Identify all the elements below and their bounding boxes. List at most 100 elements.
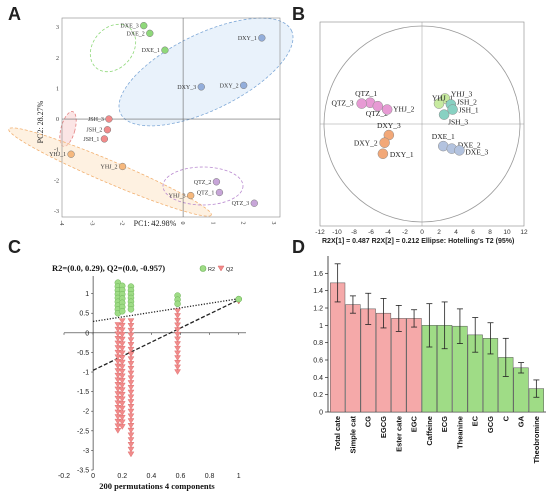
q2-point bbox=[127, 413, 135, 420]
data-point bbox=[250, 199, 258, 207]
q2-point bbox=[127, 356, 135, 363]
q2-point bbox=[127, 408, 135, 415]
q2-point bbox=[127, 346, 135, 353]
q2-point bbox=[127, 384, 135, 391]
bar bbox=[391, 318, 407, 413]
point-label: DXY_3 bbox=[377, 121, 401, 130]
q2-point bbox=[118, 322, 126, 329]
y-tick-label: 1.4 bbox=[313, 288, 323, 295]
y-tick-label: -0.5 bbox=[77, 350, 89, 357]
category-label: ECG bbox=[440, 416, 449, 432]
category-label: C bbox=[501, 415, 510, 421]
point-label: YHJ_2 bbox=[393, 105, 415, 114]
q2-point bbox=[118, 414, 126, 421]
y-tick-label: 1 bbox=[56, 86, 59, 92]
panel-letter-a: A bbox=[8, 4, 21, 24]
q2-point bbox=[127, 389, 135, 396]
hotelling-ellipse bbox=[323, 25, 521, 223]
r2-point bbox=[235, 295, 242, 303]
data-point bbox=[118, 162, 127, 171]
q2-point bbox=[127, 442, 135, 448]
q2-point bbox=[118, 368, 126, 375]
data-point bbox=[67, 150, 75, 158]
q2-point bbox=[174, 313, 181, 319]
q2-point bbox=[118, 364, 126, 370]
data-point bbox=[103, 126, 112, 134]
data-point bbox=[372, 100, 384, 112]
y-tick-label: 0 bbox=[319, 410, 323, 417]
q2-point bbox=[127, 423, 135, 429]
q2-point bbox=[118, 410, 126, 416]
axis-title-x: PC1: 42.98% bbox=[134, 219, 177, 228]
q2-point bbox=[118, 355, 126, 361]
q2-point bbox=[127, 327, 135, 334]
data-point bbox=[161, 46, 169, 54]
q2-point bbox=[127, 323, 135, 329]
point-label: DXY_1 bbox=[390, 150, 414, 159]
r2-point bbox=[127, 306, 135, 313]
q2-point bbox=[174, 336, 181, 343]
category-label: Ester cate bbox=[394, 416, 403, 452]
q2-point bbox=[118, 345, 126, 352]
point-label: QTZ_2 bbox=[194, 180, 212, 186]
data-point bbox=[377, 148, 389, 159]
x-tick-label: 2 bbox=[437, 229, 441, 236]
y-tick-label: 0.6 bbox=[313, 358, 323, 365]
q2-point bbox=[127, 432, 135, 439]
q2-point bbox=[127, 418, 135, 424]
q2-point bbox=[127, 342, 135, 348]
x-tick-label: -6 bbox=[368, 229, 374, 236]
legend-q2-label: Q2 bbox=[226, 267, 233, 273]
data-point bbox=[258, 34, 266, 42]
category-label: GA bbox=[517, 415, 526, 427]
y-tick-label: -1 bbox=[83, 370, 89, 377]
r2-point bbox=[174, 300, 181, 308]
q2-point bbox=[127, 370, 135, 377]
data-point bbox=[100, 135, 109, 143]
q2-point bbox=[118, 373, 126, 380]
q2-point bbox=[118, 405, 126, 412]
q2-point bbox=[174, 364, 181, 371]
panel-letter-b: B bbox=[292, 4, 305, 24]
q2-point bbox=[127, 446, 135, 453]
y-tick-label: -1 bbox=[54, 148, 59, 154]
group-ellipse-dxe bbox=[89, 23, 137, 73]
x-tick-label: -1 bbox=[149, 221, 155, 226]
x-tick-label: 6 bbox=[471, 229, 475, 236]
q2-point bbox=[127, 404, 135, 410]
q2-point bbox=[174, 359, 181, 366]
x-tick-label: 1 bbox=[209, 222, 215, 225]
point-label: DXY_3 bbox=[177, 85, 196, 91]
y-tick-label: 2 bbox=[56, 56, 59, 62]
q2-point bbox=[118, 332, 126, 338]
x-tick-label: -4 bbox=[385, 229, 391, 236]
point-label: YHJ_1 bbox=[49, 152, 66, 158]
x-tick-label: -2 bbox=[119, 221, 125, 226]
y-tick-label: 0 bbox=[56, 117, 59, 123]
x-tick-label: -10 bbox=[332, 229, 342, 236]
x-tick-label: 10 bbox=[503, 229, 511, 236]
point-label: DXE_2 bbox=[458, 141, 481, 150]
data-point bbox=[197, 83, 205, 91]
y-tick-label: 0.5 bbox=[79, 311, 89, 318]
q2-point bbox=[174, 350, 181, 357]
x-tick-label: 0.2 bbox=[117, 473, 127, 480]
x-tick-label: 0.6 bbox=[176, 473, 186, 480]
x-tick-label: 12 bbox=[520, 229, 528, 236]
legend-r2-label: R2 bbox=[208, 267, 215, 273]
q2-point bbox=[118, 341, 126, 347]
point-label: DXE_1 bbox=[142, 48, 160, 54]
category-label: EGCG bbox=[379, 416, 388, 438]
category-label: Theanine bbox=[455, 416, 464, 449]
q2-point bbox=[174, 317, 181, 324]
panel-c-title: R2=(0.0, 0.29), Q2=(0.0, -0.957) bbox=[52, 263, 165, 273]
group-ellipse-dxy bbox=[118, 17, 294, 127]
y-tick-label: 0.8 bbox=[313, 340, 323, 347]
y-tick-label: -2.5 bbox=[77, 428, 89, 435]
q2-point bbox=[127, 375, 135, 382]
panel-letter-c: C bbox=[8, 237, 21, 257]
y-tick-label: -2 bbox=[54, 178, 59, 184]
q2-point bbox=[127, 451, 135, 458]
